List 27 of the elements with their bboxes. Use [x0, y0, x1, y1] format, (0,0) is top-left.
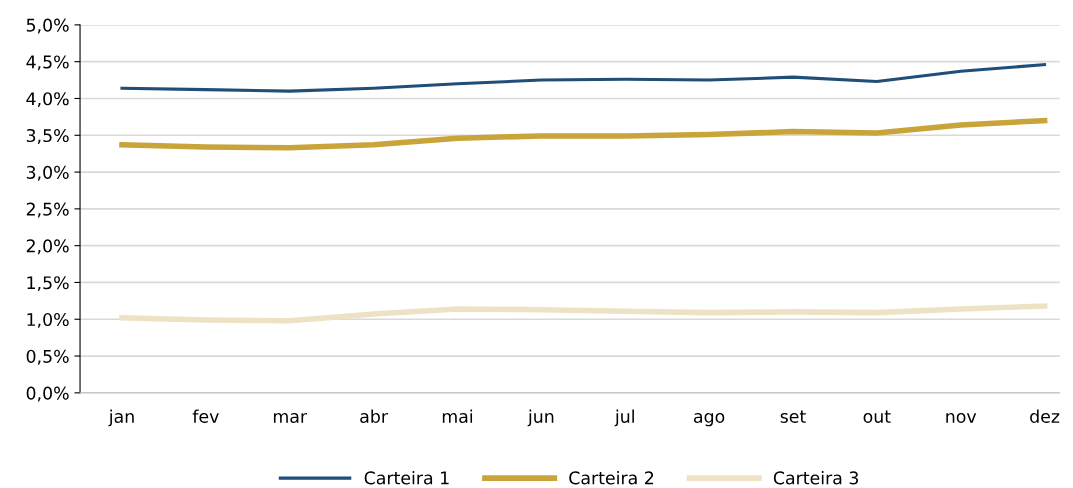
legend-label: Carteira 2 — [569, 471, 654, 485]
y-tick-label: 3,0% — [26, 165, 69, 181]
x-tick-label: dez — [1030, 409, 1060, 423]
y-tick-label: 2,0% — [26, 239, 69, 255]
y-tick-label: 1,5% — [27, 276, 69, 292]
y-tick-label: 0,0% — [26, 386, 69, 402]
y-tick-label: 3,5% — [26, 128, 69, 144]
y-tick-label: 2,5% — [26, 202, 69, 218]
y-tick-label: 1,0% — [27, 312, 69, 328]
x-tick-label: jul — [614, 409, 634, 427]
legend-label: Carteira 1 — [364, 471, 449, 485]
x-tick-label: nov — [946, 412, 977, 423]
x-tick-label: jan — [108, 409, 134, 427]
x-tick-label: jun — [527, 409, 554, 427]
x-tick-label: abr — [360, 409, 388, 423]
x-tick-label: ago — [694, 412, 725, 427]
y-tick-label: 4,5% — [26, 55, 69, 71]
x-tick-label: mar — [273, 412, 308, 423]
y-tick-label: 5,0% — [26, 18, 69, 34]
legend-label: Carteira 3 — [773, 471, 859, 485]
x-tick-label: fev — [192, 409, 219, 423]
x-tick-label: mai — [442, 409, 473, 423]
y-tick-label: 0,5% — [26, 349, 69, 365]
y-tick-label: 4,0% — [26, 92, 69, 108]
x-tick-label: set — [780, 410, 806, 423]
x-tick-label: out — [863, 410, 891, 423]
line-series — [120, 63, 1047, 93]
